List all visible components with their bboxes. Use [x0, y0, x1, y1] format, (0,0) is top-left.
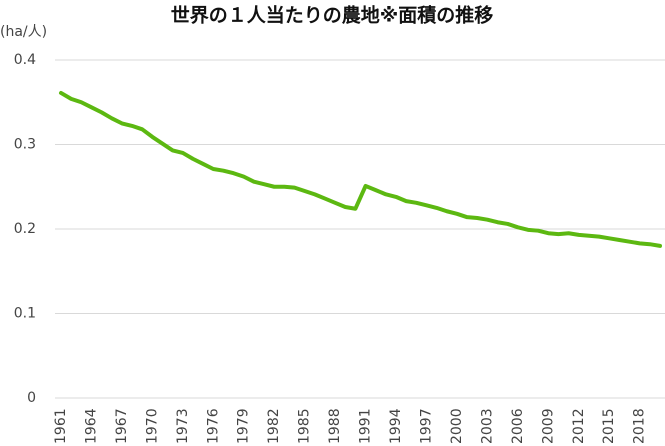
y-tick-label: 0.4 [14, 52, 36, 68]
x-tick-label: 2006 [510, 408, 526, 444]
y-axis-label: (ha/人) [0, 24, 47, 40]
x-tick-label: 1991 [358, 408, 374, 444]
x-tick-label: 1976 [205, 408, 221, 444]
chart-title: 世界の１人当たりの農地※面積の推移 [171, 4, 493, 27]
y-tick-label: 0.2 [14, 221, 36, 237]
x-tick-label: 2003 [479, 408, 495, 444]
x-tick-label: 1970 [144, 408, 160, 444]
x-tick-label: 1979 [236, 408, 252, 444]
x-tick-label: 1985 [297, 408, 313, 444]
x-tick-label: 1994 [388, 408, 404, 444]
x-tick-label: 2009 [540, 408, 556, 444]
x-tick-label: 1973 [175, 408, 191, 444]
y-tick-label: 0.3 [14, 137, 36, 153]
x-tick-label: 1961 [53, 408, 69, 444]
y-tick-label: 0 [27, 390, 36, 406]
x-tick-label: 1982 [266, 408, 282, 444]
x-tick-label: 1997 [418, 408, 434, 444]
x-tick-label: 2000 [449, 408, 465, 444]
x-tick-label: 2018 [632, 408, 648, 444]
x-tick-label: 1988 [327, 408, 343, 444]
y-tick-label: 0.1 [14, 306, 36, 322]
x-tick-label: 1964 [83, 408, 99, 444]
x-tick-label: 2012 [571, 408, 587, 444]
x-tick-label: 1967 [114, 408, 130, 444]
data-line [59, 90, 662, 248]
x-tick-label: 2015 [601, 408, 617, 444]
